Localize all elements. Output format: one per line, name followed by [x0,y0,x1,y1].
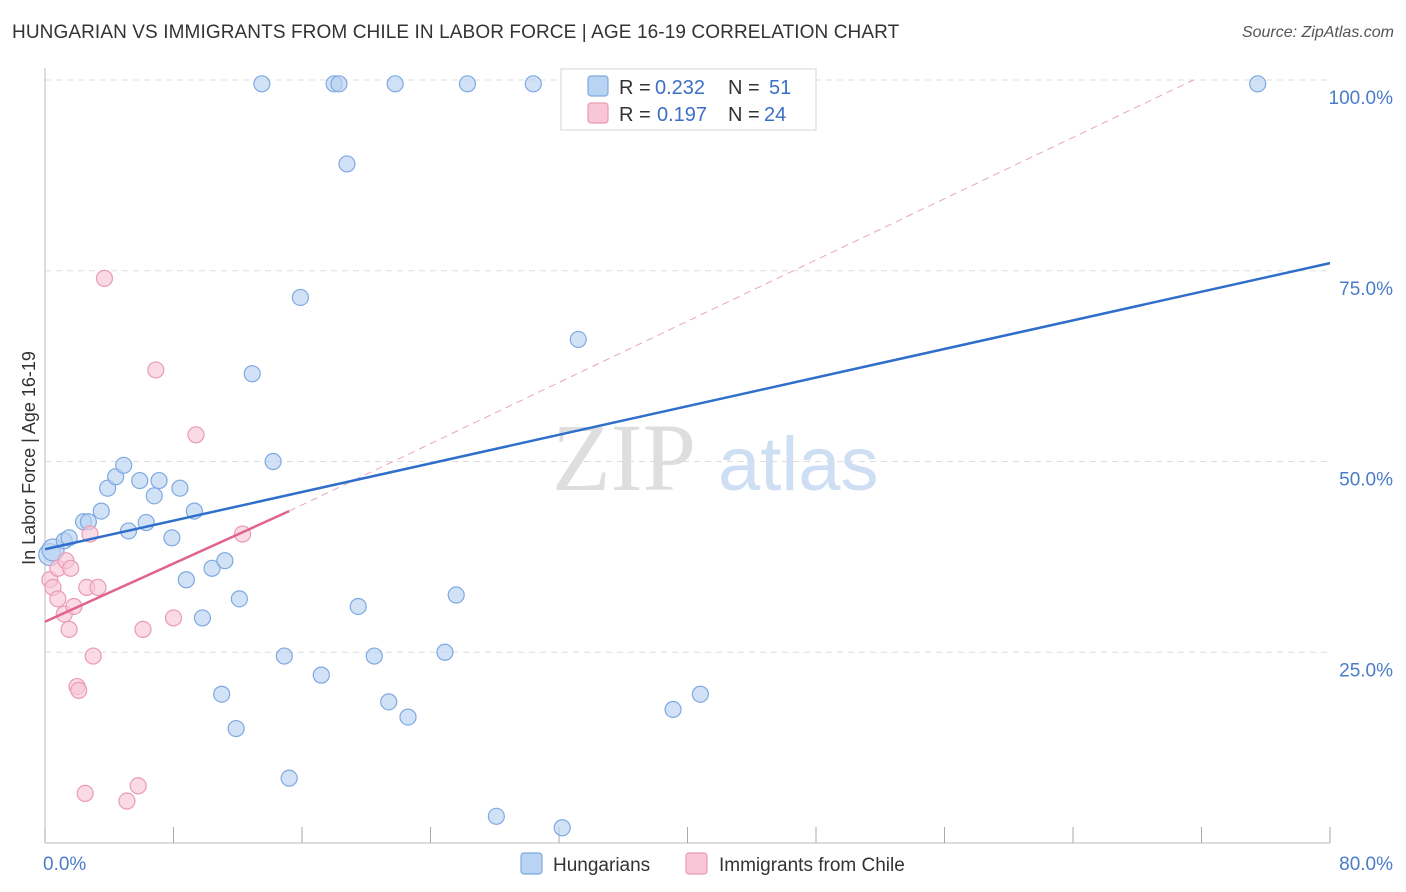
hungarian-point-46 [569,330,587,349]
hungarian-point-21 [213,685,231,703]
tick-labels: 100.0% 75.0% 50.0% 25.0% 0.0% 80.0% [43,88,1393,875]
hungarian-point-40 [436,643,454,661]
hungarian-point-38 [386,75,404,93]
legend-swatch-hungarians [587,75,609,97]
legend-n-value-2: 24 [764,104,786,126]
hungarian-point-14 [150,471,168,490]
data-points [38,75,1331,837]
chile-point-18 [129,777,147,795]
hungarian-point-36 [365,647,383,665]
chile-point-14 [84,647,102,665]
series-legend: Hungarians Immigrants from Chile [520,852,905,876]
legend-n-label-2: N = [728,104,760,126]
legend-swatch-chile [587,102,609,124]
hungarian-point-28 [275,647,293,665]
x-tick-label-1: 80.0% [1339,854,1393,875]
chile-point-15 [89,578,107,596]
hungarian-point-31 [312,666,330,684]
hungarian-point-34 [338,155,356,173]
legend-r-label-2: R = [619,104,651,126]
hungarian-point-4 [92,502,110,520]
chart-title: HUNGARIAN VS IMMIGRANTS FROM CHILE IN LA… [12,22,900,43]
bottom-legend-swatch-hungarians [520,852,543,875]
y-tick-label-3: 25.0% [1339,660,1393,681]
legend-n-label-1: N = [728,77,760,99]
chile-point-2 [49,590,67,608]
chile-point-11 [76,784,94,803]
bottom-legend-label-chile: Immigrants from Chile [719,855,905,876]
hungarian-point-22 [216,552,234,570]
hungarian-point-17 [177,571,195,589]
legend-r-label-1: R = [619,77,651,99]
chile-point-7 [62,559,80,577]
hungarian-point-13 [145,487,163,505]
watermark-atlas: atlas [718,422,879,507]
hungarian-point-15 [163,529,181,547]
hungarian-point-44 [524,75,542,93]
hungarian-point-20 [203,559,221,577]
chile-point-19 [134,620,152,638]
source-label: Source: ZipAtlas.com [1241,24,1394,41]
legend-r-value-2: 0.197 [657,104,707,126]
hungarian-point-25 [243,365,261,383]
hungarian-point-27 [264,452,282,471]
chile-point-22 [187,426,205,444]
chile-trend-extension [288,79,1194,512]
hungarian-point-30 [291,288,309,307]
hungarian-point-29 [280,769,298,787]
hungarian-point-19 [193,609,212,627]
hungarian-point-43 [487,807,505,825]
legend-n-value-1: 51 [769,77,791,99]
chile-point-17 [118,792,136,810]
x-tick-label-0: 0.0% [43,854,86,875]
chile-point-10 [70,681,88,700]
y-tick-label-2: 50.0% [1339,470,1393,491]
hungarian-point-9 [115,456,133,474]
hungarian-point-35 [349,597,367,616]
chile-point-6 [60,620,78,638]
bottom-legend-label-hungarians: Hungarians [553,855,650,876]
chile-point-21 [164,609,183,627]
hungarian-point-42 [458,75,477,93]
y-tick-label-0: 100.0% [1329,88,1394,109]
hungarian-point-24 [230,590,248,608]
gridlines [45,79,1330,653]
hungarian-point-41 [447,586,465,604]
hungarian-point-37 [380,693,398,711]
axes [44,68,1331,844]
hungarian-point-48 [691,685,709,703]
hungarian-trend-line [44,261,1331,551]
chile-point-16 [95,269,114,287]
hungarian-point-16 [171,479,189,497]
y-tick-label-1: 75.0% [1339,279,1393,300]
hungarian-point-47 [664,700,682,719]
hungarian-point-11 [131,471,149,490]
hungarian-point-33 [330,75,348,93]
chile-point-20 [147,361,165,379]
hungarian-point-26 [253,75,271,93]
correlation-legend: R = 0.232 N = 51 R = 0.197 N = 24 [560,68,817,131]
legend-r-value-1: 0.232 [655,77,705,99]
hungarian-point-45 [553,819,571,837]
trend-lines [288,79,1194,512]
y-axis-title: In Labor Force | Age 16-19 [19,351,39,565]
bottom-legend-swatch-chile [685,852,708,875]
watermark-zip: ZIP [552,404,696,511]
chile-trend-line [44,509,290,623]
hungarian-point-50 [1249,75,1267,93]
hungarian-point-23 [227,719,245,738]
hungarian-point-39 [399,708,417,726]
